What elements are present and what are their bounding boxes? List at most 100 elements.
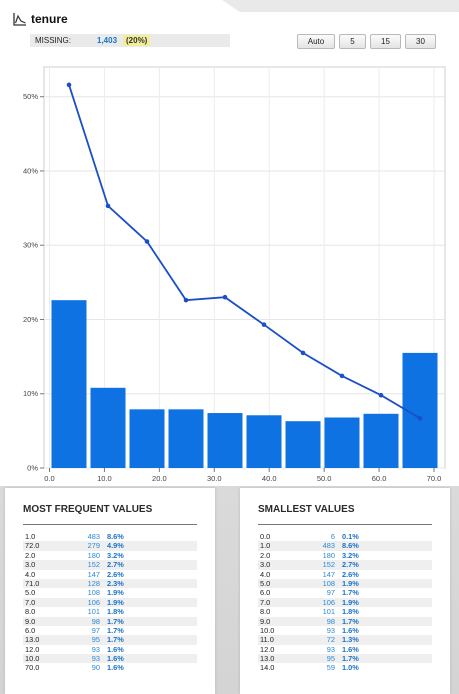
histogram-bar[interactable] <box>246 415 282 468</box>
value-row: 12.0 93 1.6% <box>258 645 432 654</box>
row-value: 71.0 <box>25 578 40 588</box>
row-value: 8.0 <box>25 607 36 617</box>
row-percent: 1.7% <box>107 616 124 626</box>
value-row: 1.0 483 8.6% <box>23 532 197 541</box>
value-row: 14.0 59 1.0% <box>258 663 432 672</box>
most-frequent-title: MOST FREQUENT VALUES <box>23 504 153 515</box>
histogram-bar[interactable] <box>363 413 399 468</box>
row-value: 7.0 <box>25 597 36 607</box>
row-count: 93 <box>326 644 335 654</box>
y-tick-label: 0% <box>27 464 38 473</box>
row-percent: 2.3% <box>107 578 124 588</box>
histogram-bar[interactable] <box>90 387 126 468</box>
row-percent: 1.9% <box>107 588 124 598</box>
smallest-values-title: SMALLEST VALUES <box>258 504 355 515</box>
value-row: 7.0 106 1.9% <box>23 597 197 608</box>
row-value: 13.0 <box>25 635 40 645</box>
row-value: 3.0 <box>25 560 36 570</box>
variable-name: tenure <box>31 12 68 26</box>
row-percent: 2.7% <box>342 560 359 570</box>
histogram-bar[interactable] <box>51 300 87 468</box>
row-percent: 1.8% <box>342 607 359 617</box>
row-count: 147 <box>322 569 335 579</box>
row-percent: 1.6% <box>107 663 124 673</box>
panel-divider <box>23 524 197 525</box>
row-value: 12.0 <box>25 644 40 654</box>
row-count: 101 <box>322 607 335 617</box>
row-value: 11.0 <box>260 635 274 645</box>
y-tick-label: 10% <box>23 389 38 398</box>
missing-count: 1,403 <box>97 36 118 45</box>
density-point <box>378 392 384 398</box>
row-value: 1.0 <box>260 541 271 551</box>
value-row: 4.0 147 2.6% <box>23 570 197 579</box>
row-count: 180 <box>87 550 100 560</box>
histogram-bar[interactable] <box>129 409 165 468</box>
row-percent: 1.7% <box>107 635 124 645</box>
line-chart-icon <box>13 13 26 26</box>
density-point <box>261 322 267 327</box>
row-count: 98 <box>326 616 335 626</box>
row-count: 97 <box>91 625 100 635</box>
row-count: 72 <box>326 635 335 645</box>
x-tick-label: 20.0 <box>152 474 167 483</box>
value-row: 4.0 147 2.6% <box>258 570 432 579</box>
row-count: 483 <box>87 532 100 541</box>
histogram-chart: 0% 10% 20% 30% 40% 50% 0.0 10.0 20.0 30.0 40.0 50.… <box>23 66 446 483</box>
row-count: 152 <box>87 560 100 570</box>
x-tick-label: 10.0 <box>97 474 112 483</box>
histogram-bar[interactable] <box>285 421 321 468</box>
row-percent: 3.2% <box>107 550 124 560</box>
histogram-bar[interactable] <box>324 417 360 468</box>
bins-15-button[interactable]: 15 <box>370 34 401 49</box>
bins-auto-button[interactable]: Auto <box>297 34 335 49</box>
row-count: 152 <box>322 560 335 570</box>
value-row: 5.0 108 1.9% <box>258 578 432 589</box>
row-percent: 2.6% <box>342 569 359 579</box>
value-row: 13.0 95 1.7% <box>23 635 197 645</box>
row-count: 128 <box>87 578 100 588</box>
row-value: 13.0 <box>260 654 275 664</box>
most-frequent-panel: MOST FREQUENT VALUES 1.0 483 8.6% 72.0 279 4.… <box>5 488 215 694</box>
row-value: 10.0 <box>260 625 275 635</box>
row-percent: 1.9% <box>107 597 124 607</box>
row-count: 93 <box>91 644 100 654</box>
row-value: 7.0 <box>260 597 271 607</box>
row-percent: 1.9% <box>342 578 359 588</box>
row-percent: 1.7% <box>107 625 124 635</box>
histogram-bar[interactable] <box>168 409 204 468</box>
value-row: 2.0 180 3.2% <box>23 551 197 560</box>
row-percent: 1.6% <box>107 644 124 654</box>
density-point <box>105 203 111 209</box>
row-percent: 2.7% <box>107 560 124 570</box>
row-count: 147 <box>87 569 100 579</box>
row-count: 279 <box>87 541 100 551</box>
bins-30-button[interactable]: 30 <box>405 34 436 49</box>
x-tick-label: 60.0 <box>372 474 387 483</box>
row-count: 106 <box>322 597 335 607</box>
missing-label: MISSING: <box>35 36 72 45</box>
x-tick-label: 30.0 <box>207 474 222 483</box>
row-value: 9.0 <box>25 616 36 626</box>
value-row: 13.0 95 1.7% <box>258 654 432 664</box>
value-row: 10.0 93 1.6% <box>23 654 197 664</box>
value-row: 2.0 180 3.2% <box>258 551 432 560</box>
row-percent: 2.6% <box>107 569 124 579</box>
row-percent: 1.6% <box>342 644 359 654</box>
row-value: 70.0 <box>25 663 40 673</box>
value-row: 6.0 97 1.7% <box>23 626 197 635</box>
row-value: 0.0 <box>260 532 271 541</box>
row-count: 101 <box>87 607 100 617</box>
histogram-bar[interactable] <box>207 413 243 468</box>
value-row: 1.0 483 8.6% <box>258 541 432 551</box>
density-point <box>339 373 345 379</box>
row-percent: 8.6% <box>107 532 124 541</box>
row-count: 108 <box>87 588 100 598</box>
row-percent: 1.7% <box>342 588 359 598</box>
row-count: 6 <box>330 532 335 541</box>
row-value: 1.0 <box>25 532 36 541</box>
row-percent: 1.3% <box>342 635 359 645</box>
row-count: 95 <box>326 654 335 664</box>
bins-5-button[interactable]: 5 <box>339 34 366 49</box>
row-percent: 1.9% <box>342 597 359 607</box>
